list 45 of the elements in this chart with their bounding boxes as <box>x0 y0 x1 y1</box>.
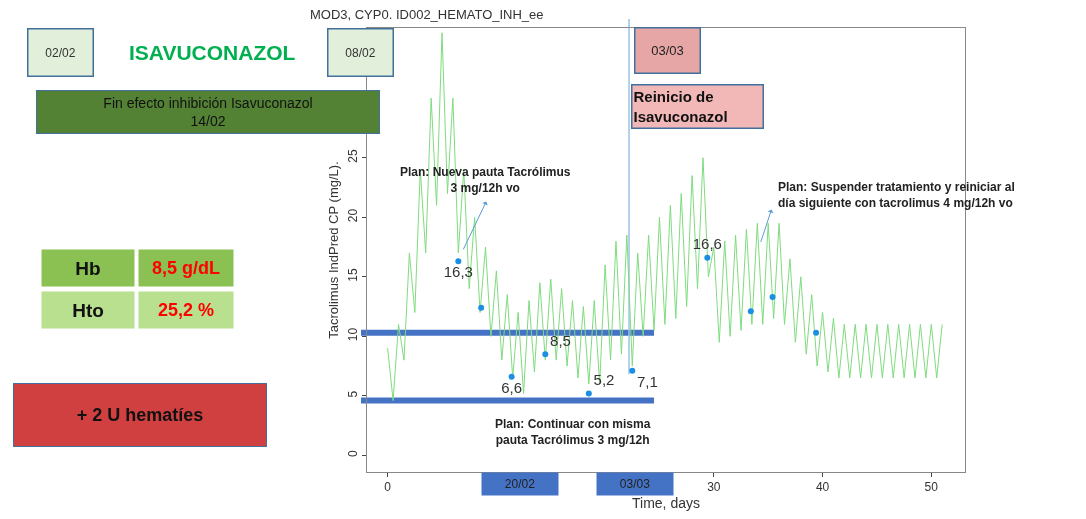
annotation: 08/02 <box>345 45 376 60</box>
text: 8,5 g/dL <box>151 258 221 278</box>
data-label: 7,1 <box>637 372 658 390</box>
x-axis-title: Time, days <box>632 494 700 511</box>
point <box>585 390 592 397</box>
point <box>478 304 485 311</box>
point <box>704 254 711 261</box>
annotation: Plan: Continuar con misma pauta Tacrólimus 3 mg/12h <box>495 417 651 447</box>
annotation: Plan: Suspender tratamiento y reiniciar al día siguiente con tacrolimus 4 mg/12h vo <box>778 180 1015 210</box>
y-tick-label: 20 <box>346 208 361 223</box>
x-tick-label: 50 <box>924 480 939 495</box>
point <box>629 367 636 374</box>
y-tick-label: 5 <box>346 390 361 398</box>
annotation: Reinicio de Isavuconazol <box>633 88 728 125</box>
y-tick-label: 25 <box>346 148 361 163</box>
text: 02/02 <box>45 45 76 60</box>
line-series <box>387 32 943 402</box>
chart-title: MOD3, CYP0. ID002_HEMATO_INH_ee <box>309 6 544 22</box>
y-axis-title: Tacrolimus IndPred CP (mg/L). <box>326 161 342 339</box>
point <box>508 373 515 380</box>
y-tick-label: 15 <box>346 267 361 282</box>
point <box>813 329 820 336</box>
text: 03/03 <box>619 477 651 491</box>
point <box>769 294 776 301</box>
text: Fin efecto inhibición Isavuconazol 14/02 <box>103 94 313 130</box>
x-tick-label: 0 <box>384 480 392 495</box>
text: Hto <box>72 299 104 321</box>
text: ISAVUCONAZOL <box>129 41 296 64</box>
point <box>542 351 549 358</box>
point <box>455 258 462 265</box>
y-tick-label: 0 <box>346 449 361 457</box>
text: Hb <box>75 257 101 279</box>
text: 20/02 <box>504 477 536 491</box>
text: + 2 U hematíes <box>76 405 204 425</box>
annotation: 03/03 <box>651 43 684 58</box>
data-label: 6,6 <box>501 378 523 396</box>
y-tick-label: 10 <box>346 327 361 342</box>
annotation: Plan: Nueva pauta Tacrólimus 3 mg/12h vo <box>400 165 571 195</box>
text: 25,2 % <box>157 300 215 320</box>
data-label: 5,2 <box>593 370 615 388</box>
x-tick-label: 40 <box>815 480 830 495</box>
x-tick-label: 30 <box>707 480 721 495</box>
data-label: 16,3 <box>443 263 473 281</box>
data-label: 8,5 <box>550 331 571 349</box>
point <box>747 308 754 315</box>
